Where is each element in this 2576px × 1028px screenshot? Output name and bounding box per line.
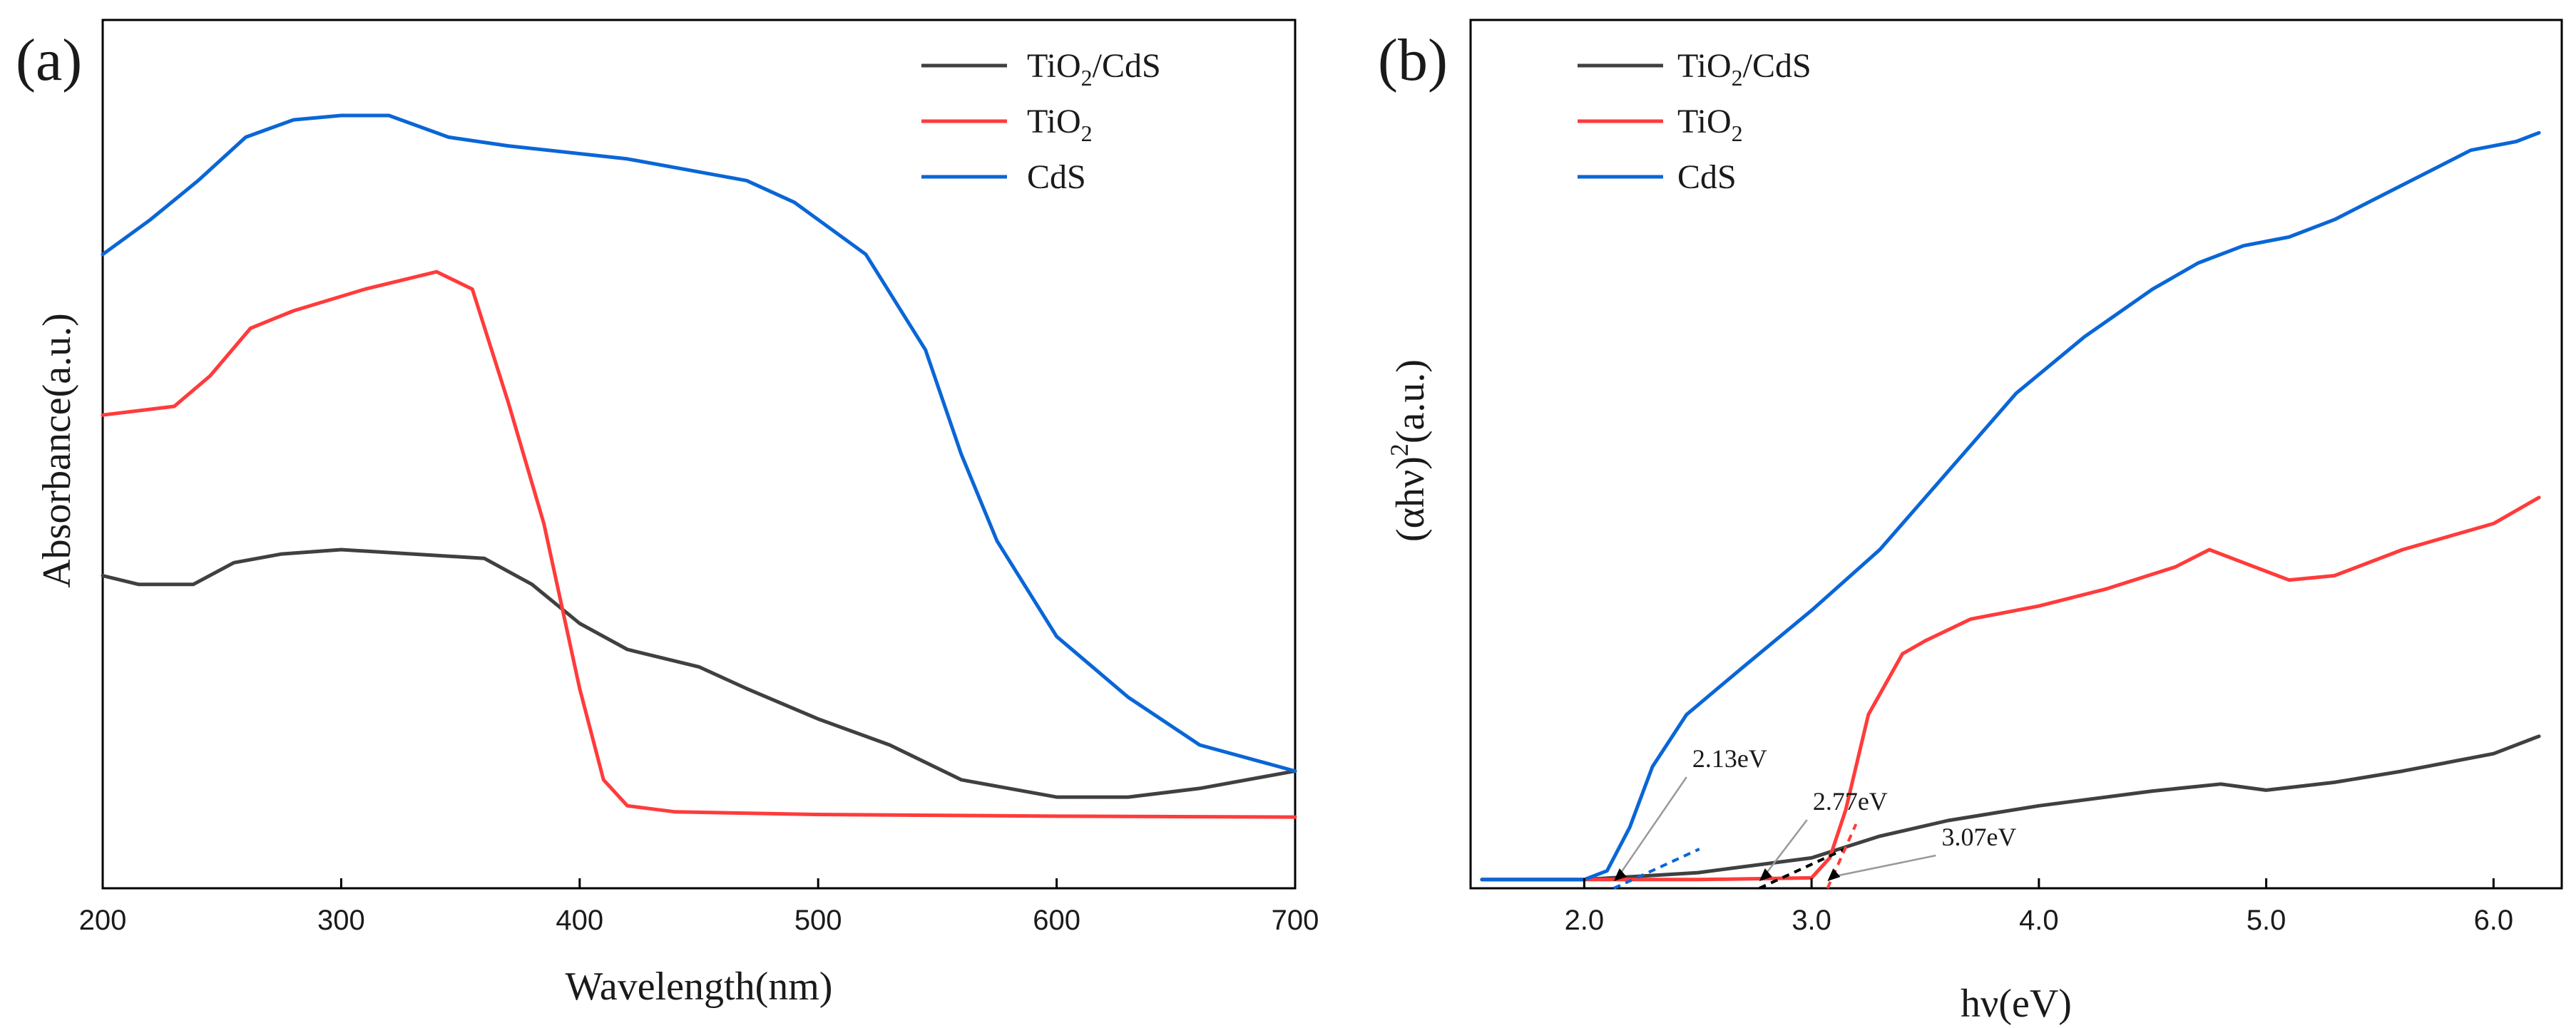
panel-a-x-ticks: 200 300 400 500 600 700 — [79, 878, 1319, 936]
legend-b-label-tio2-cds: TiO2/CdS — [1677, 47, 1811, 91]
tangent-line-2-77ev — [1758, 848, 1846, 890]
x-tick-label-a: 500 — [794, 905, 842, 936]
x-tick-label-a: 700 — [1272, 905, 1319, 936]
annotation-arrow-3-07ev — [1827, 868, 1841, 881]
panel-a-legend: TiO2/CdS TiO2 CdS — [921, 47, 1161, 196]
series-line-b-tio2 — [1480, 495, 2541, 882]
panel-b-series — [1480, 130, 2541, 882]
annotation-pointer-2-13ev — [1617, 776, 1687, 878]
panel-a-plot-frame — [101, 19, 1297, 890]
panel-b-y-axis-title: (αhν)2(a.u.) — [1385, 359, 1433, 542]
panel-b-x-axis-title: hν(eV) — [1961, 982, 2072, 1026]
annotation-label-2-77ev: 2.77eV — [1813, 787, 1888, 816]
panel-b: (b) 2.0 3.0 4.0 5.0 6.0 2.13eV 2.77eV 3.07eV T… — [1378, 19, 2563, 1026]
panel-a-y-axis-title: Absorbance(a.u.) — [35, 313, 79, 588]
annotation-pointer-3-07ev — [1831, 854, 1936, 878]
annotation-pointer-2-77ev — [1762, 819, 1808, 878]
legend-b-label-cds: CdS — [1677, 158, 1737, 196]
x-tick-label-b: 3.0 — [1792, 905, 1831, 936]
annotation-label-2-13ev: 2.13eV — [1692, 744, 1767, 773]
panel-a-x-axis-title: Wavelength(nm) — [566, 965, 833, 1009]
tangent-line-2-13ev — [1612, 848, 1700, 890]
panel-b-annotations: 2.13eV 2.77eV 3.07eV — [1612, 744, 2016, 890]
legend-a-label-cds: CdS — [1027, 158, 1086, 196]
panel-a-label: (a) — [16, 27, 82, 93]
legend-a-label-tio2: TiO2 — [1027, 103, 1093, 146]
panel-a-series — [101, 113, 1297, 819]
panel-b-legend: TiO2/CdS TiO2 CdS — [1578, 47, 1811, 196]
annotation-label-3-07ev: 3.07eV — [1941, 823, 2016, 851]
series-line-a-tio2 — [101, 269, 1297, 819]
annotation-arrow-2-13ev — [1613, 868, 1627, 881]
annotation-arrow-2-77ev — [1759, 868, 1772, 881]
x-tick-label-b: 5.0 — [2247, 905, 2286, 936]
x-tick-label-a: 300 — [317, 905, 365, 936]
panel-b-plot-frame — [1469, 19, 2563, 890]
x-tick-label-b: 2.0 — [1565, 905, 1605, 936]
panel-a: (a) 200 300 400 500 600 700 TiO2/CdS TiO2 CdS… — [16, 19, 1319, 1009]
x-tick-label-b: 4.0 — [2019, 905, 2059, 936]
panel-b-label: (b) — [1378, 27, 1448, 93]
legend-a-label-tio2-cds: TiO2/CdS — [1027, 47, 1161, 91]
x-tick-label-a: 600 — [1033, 905, 1080, 936]
series-line-a-cds — [101, 113, 1297, 773]
panel-b-x-ticks: 2.0 3.0 4.0 5.0 6.0 — [1565, 878, 2514, 936]
x-tick-label-a: 400 — [556, 905, 603, 936]
legend-b-label-tio2: TiO2 — [1677, 103, 1743, 146]
series-line-b-tio2-cds — [1480, 734, 2541, 882]
series-line-a-tio2-cds — [101, 548, 1297, 799]
x-tick-label-a: 200 — [79, 905, 127, 936]
series-line-b-cds — [1480, 130, 2541, 882]
x-tick-label-b: 6.0 — [2474, 905, 2514, 936]
